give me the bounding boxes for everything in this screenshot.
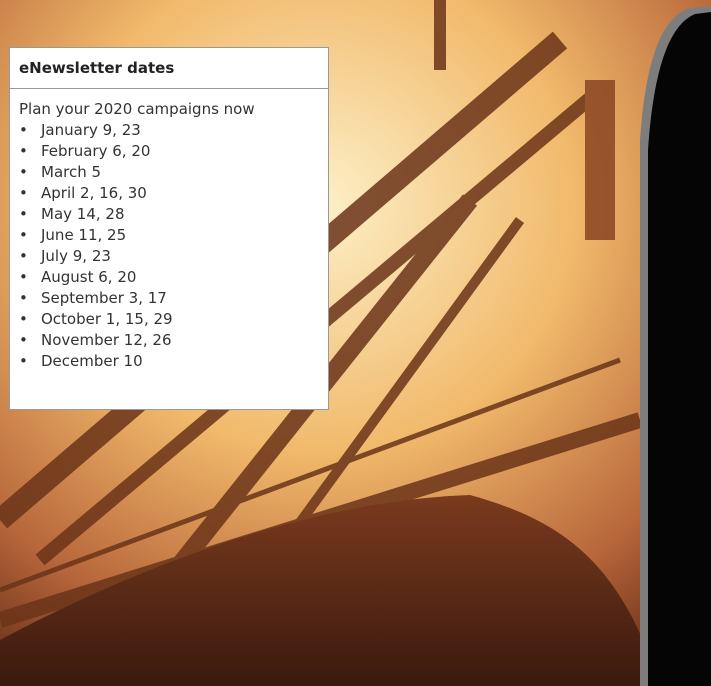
date-item: November 12, 26 — [19, 330, 328, 351]
date-item: August 6, 20 — [19, 267, 328, 288]
date-item: September 3, 17 — [19, 288, 328, 309]
date-item: May 14, 28 — [19, 204, 328, 225]
date-item: June 11, 25 — [19, 225, 328, 246]
date-item: October 1, 15, 29 — [19, 309, 328, 330]
date-item: December 10 — [19, 351, 328, 372]
newsletter-panel: eNewsletter dates Plan your 2020 campaig… — [9, 47, 329, 410]
date-list: January 9, 23February 6, 20March 5April … — [10, 120, 328, 372]
date-item: July 9, 23 — [19, 246, 328, 267]
date-item: February 6, 20 — [19, 141, 328, 162]
date-item: January 9, 23 — [19, 120, 328, 141]
panel-title: eNewsletter dates — [10, 48, 328, 89]
date-item: April 2, 16, 30 — [19, 183, 328, 204]
panel-subtitle: Plan your 2020 campaigns now — [19, 100, 255, 118]
date-item: March 5 — [19, 162, 328, 183]
